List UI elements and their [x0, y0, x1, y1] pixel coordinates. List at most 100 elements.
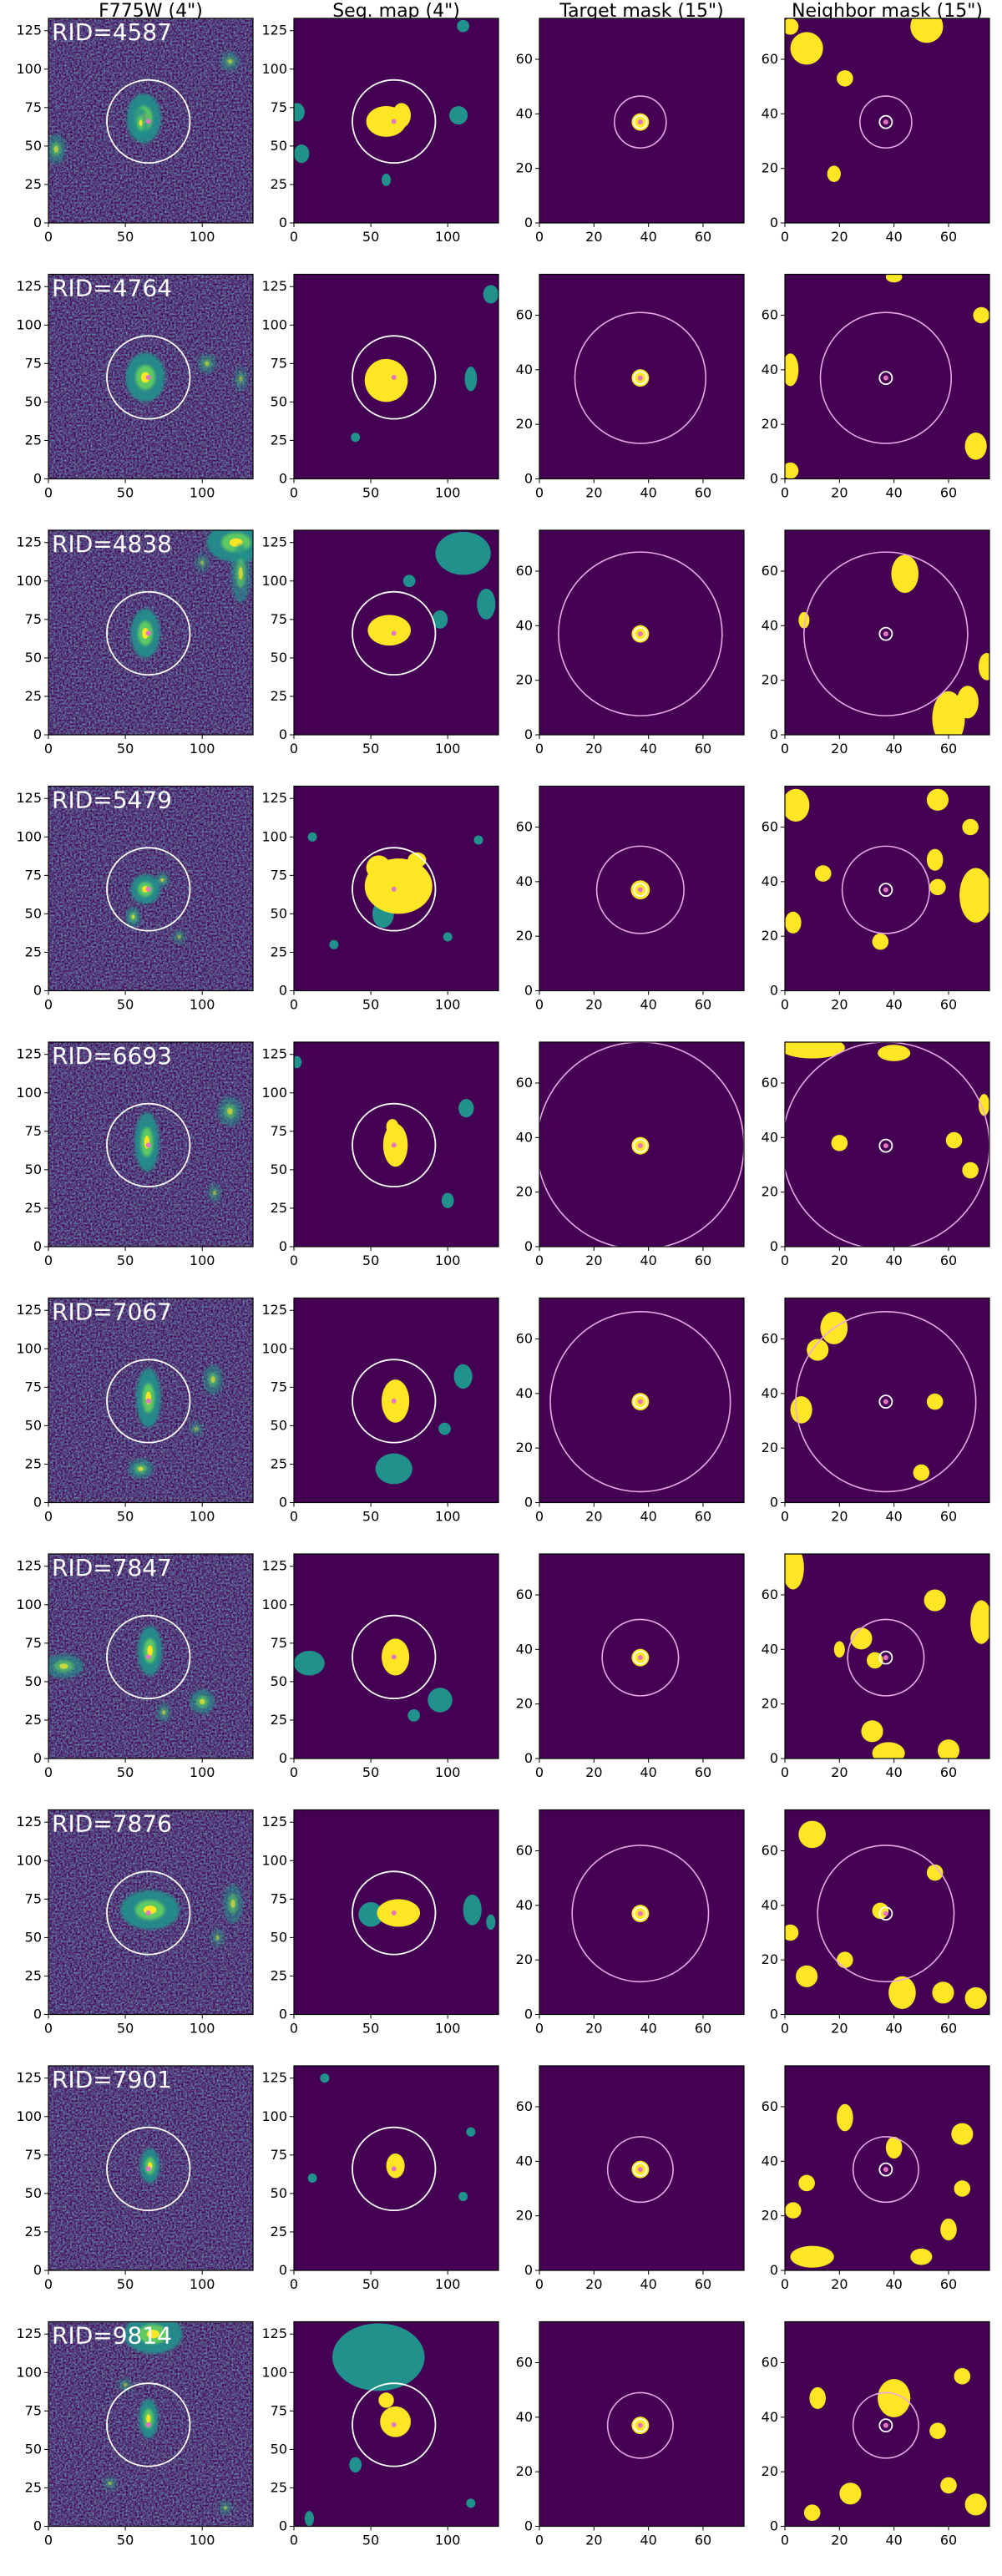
y-tick-label: 60	[762, 1075, 778, 1091]
y-tick-label: 125	[16, 1046, 42, 1062]
x-tick-label: 20	[831, 2021, 848, 2037]
outer-annulus	[595, 845, 685, 934]
x-tick-label: 100	[190, 2021, 215, 2037]
neighbor-mask-blob	[785, 911, 802, 934]
neighbor-mask-blob	[945, 1131, 963, 1149]
x-tick-label: 0	[290, 229, 298, 245]
neighbor-mask-blob	[964, 1986, 987, 2009]
aperture-circle	[352, 2382, 437, 2467]
neighbor-segment	[473, 835, 483, 845]
x-tick-label: 0	[535, 2533, 544, 2548]
y-tick-label: 60	[516, 819, 533, 835]
neighbor-mask-blob	[798, 1820, 827, 1849]
y-tick-label: 0	[770, 983, 778, 999]
x-tick-label: 0	[44, 741, 53, 757]
x-tick-label: 60	[940, 485, 957, 501]
y-tick-label: 0	[524, 2518, 533, 2534]
target-segment	[380, 2406, 411, 2437]
panel: 0 20 40 60 0 20 40 60	[762, 273, 990, 501]
x-tick-label: 20	[585, 1764, 602, 1780]
center-marker	[883, 375, 888, 381]
inner-aperture	[878, 2418, 893, 2433]
neighbor-mask-blob	[785, 2202, 802, 2219]
y-tick-label: 0	[279, 2518, 287, 2534]
panel: 0 20 40 60 0 20 40 60	[762, 1553, 990, 1780]
center-marker	[883, 1399, 888, 1404]
y-tick-label: 40	[516, 105, 533, 121]
panel: 0 50 100 0 25 50 75 100 125	[261, 1809, 499, 2037]
y-tick-label: 50	[25, 2441, 42, 2457]
x-tick-label: 20	[585, 1509, 602, 1525]
y-tick-label: 50	[25, 1417, 42, 1433]
panel-frame	[48, 1809, 254, 2016]
source-peak	[139, 119, 143, 127]
inner-aperture	[878, 1650, 893, 1665]
y-tick-label: 100	[261, 1085, 287, 1101]
x-tick-label: 60	[695, 2276, 711, 2292]
y-tick-label: 100	[261, 1597, 287, 1612]
neighbor-mask-blob	[878, 2379, 911, 2417]
source-core	[221, 2503, 230, 2512]
neighbor-segment	[375, 1453, 412, 1485]
aperture-circle	[352, 1870, 437, 1956]
y-tick-label: 40	[762, 1641, 778, 1657]
source-peak	[194, 1427, 198, 1431]
x-tick-label: 0	[535, 1253, 544, 1268]
row-label: RID=4587	[52, 18, 172, 46]
panel: 0 20 40 60 0 20 40 60	[762, 1809, 990, 2037]
panel-frame	[293, 1297, 499, 1504]
y-tick-label: 0	[524, 1495, 533, 1511]
x-tick-label: 20	[831, 485, 848, 501]
center-marker	[391, 1910, 397, 1916]
neighbor-segment	[453, 1364, 473, 1389]
panel: 0 20 40 60 0 20 40 60	[516, 1809, 745, 2037]
y-tick-label: 0	[279, 1238, 287, 1254]
y-tick-label: 25	[271, 1200, 287, 1216]
inner-aperture	[878, 1906, 893, 1921]
y-tick-label: 0	[770, 1238, 778, 1254]
neighbor-mask-blob	[924, 1589, 946, 1612]
neighbor-mask-blob	[839, 2482, 862, 2505]
y-tick-label: 75	[25, 611, 42, 627]
neighbor-mask-blob	[837, 70, 853, 87]
y-tick-label: 50	[25, 138, 42, 154]
neighbor-segment	[477, 589, 496, 620]
neighbor-mask-blob	[978, 1094, 989, 1116]
panel: 0 50 100 0 25 50 75 100 125	[261, 18, 499, 245]
panel-frame	[784, 529, 990, 736]
row-rid-7847: 0 50 100 0 25 50 75 100 125 RID=7847 0 50 100 0 25 50 75…	[16, 1553, 990, 1780]
x-tick-label: 50	[117, 2276, 134, 2292]
panel-frame	[784, 273, 990, 480]
x-tick-label: 60	[940, 997, 957, 1013]
y-tick-label: 75	[25, 1635, 42, 1651]
panel: 0 50 100 0 25 50 75 100 125 RID=4838	[16, 529, 254, 757]
y-tick-label: 0	[279, 2262, 287, 2278]
center-marker	[883, 2422, 888, 2428]
x-tick-label: 20	[585, 997, 602, 1013]
aperture-circle	[352, 2126, 437, 2212]
panel: 0 50 100 0 25 50 75 100 125 RID=7876	[16, 1809, 254, 2037]
source-core	[121, 2381, 129, 2389]
source-peak	[238, 566, 243, 580]
center-marker	[145, 119, 151, 124]
y-tick-label: 125	[16, 278, 42, 294]
x-tick-label: 0	[781, 1509, 789, 1525]
y-tick-label: 25	[271, 2224, 287, 2239]
y-tick-label: 100	[16, 316, 42, 332]
y-tick-label: 60	[762, 2355, 778, 2371]
x-tick-label: 60	[940, 229, 957, 245]
y-tick-label: 40	[762, 2409, 778, 2425]
y-tick-label: 40	[516, 1385, 533, 1401]
x-tick-label: 40	[640, 1253, 656, 1268]
neighbor-mask-blob	[962, 818, 979, 836]
x-tick-label: 60	[695, 485, 711, 501]
y-tick-label: 0	[33, 215, 42, 230]
x-tick-label: 60	[940, 1509, 957, 1525]
aperture-circle	[106, 2126, 191, 2212]
x-tick-label: 0	[781, 229, 789, 245]
y-tick-label: 60	[516, 1075, 533, 1091]
y-tick-label: 100	[16, 2108, 42, 2124]
aperture-circle	[106, 847, 191, 932]
aperture-circle	[352, 1614, 437, 1700]
